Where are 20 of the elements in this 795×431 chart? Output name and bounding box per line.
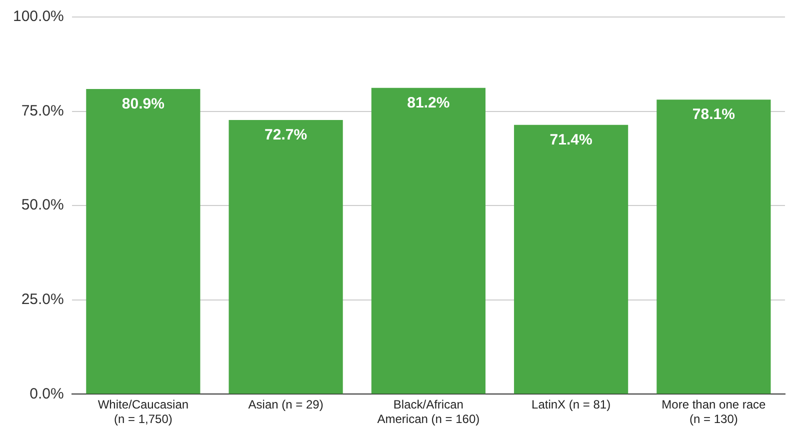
x-tick-label: Asian (n = 29)	[248, 398, 324, 412]
y-tick-label: 25.0%	[21, 291, 64, 308]
x-tick-label: Black/African American (n = 160)	[377, 398, 480, 426]
data-label: 72.7%	[264, 126, 308, 144]
data-label: 80.9%	[122, 96, 164, 113]
x-tick-label: LatinX (n = 81)	[532, 398, 611, 412]
x-tick-label: White/Caucasian (n = 1,750)	[98, 398, 189, 426]
bar	[371, 88, 486, 394]
bar	[656, 100, 771, 394]
bar	[228, 120, 343, 394]
data-label: 81.2%	[407, 94, 450, 112]
data-label: 71.4%	[550, 132, 592, 149]
bar	[514, 124, 628, 394]
y-tick-label: 100.0%	[13, 8, 64, 26]
y-tick-label: 75.0%	[21, 102, 64, 120]
bar	[86, 89, 200, 394]
x-tick-label: More than one race (n = 130)	[662, 398, 766, 426]
y-tick-label: 50.0%	[21, 196, 64, 214]
data-label: 78.1%	[692, 106, 735, 124]
y-tick-label: 0.0%	[30, 385, 64, 402]
